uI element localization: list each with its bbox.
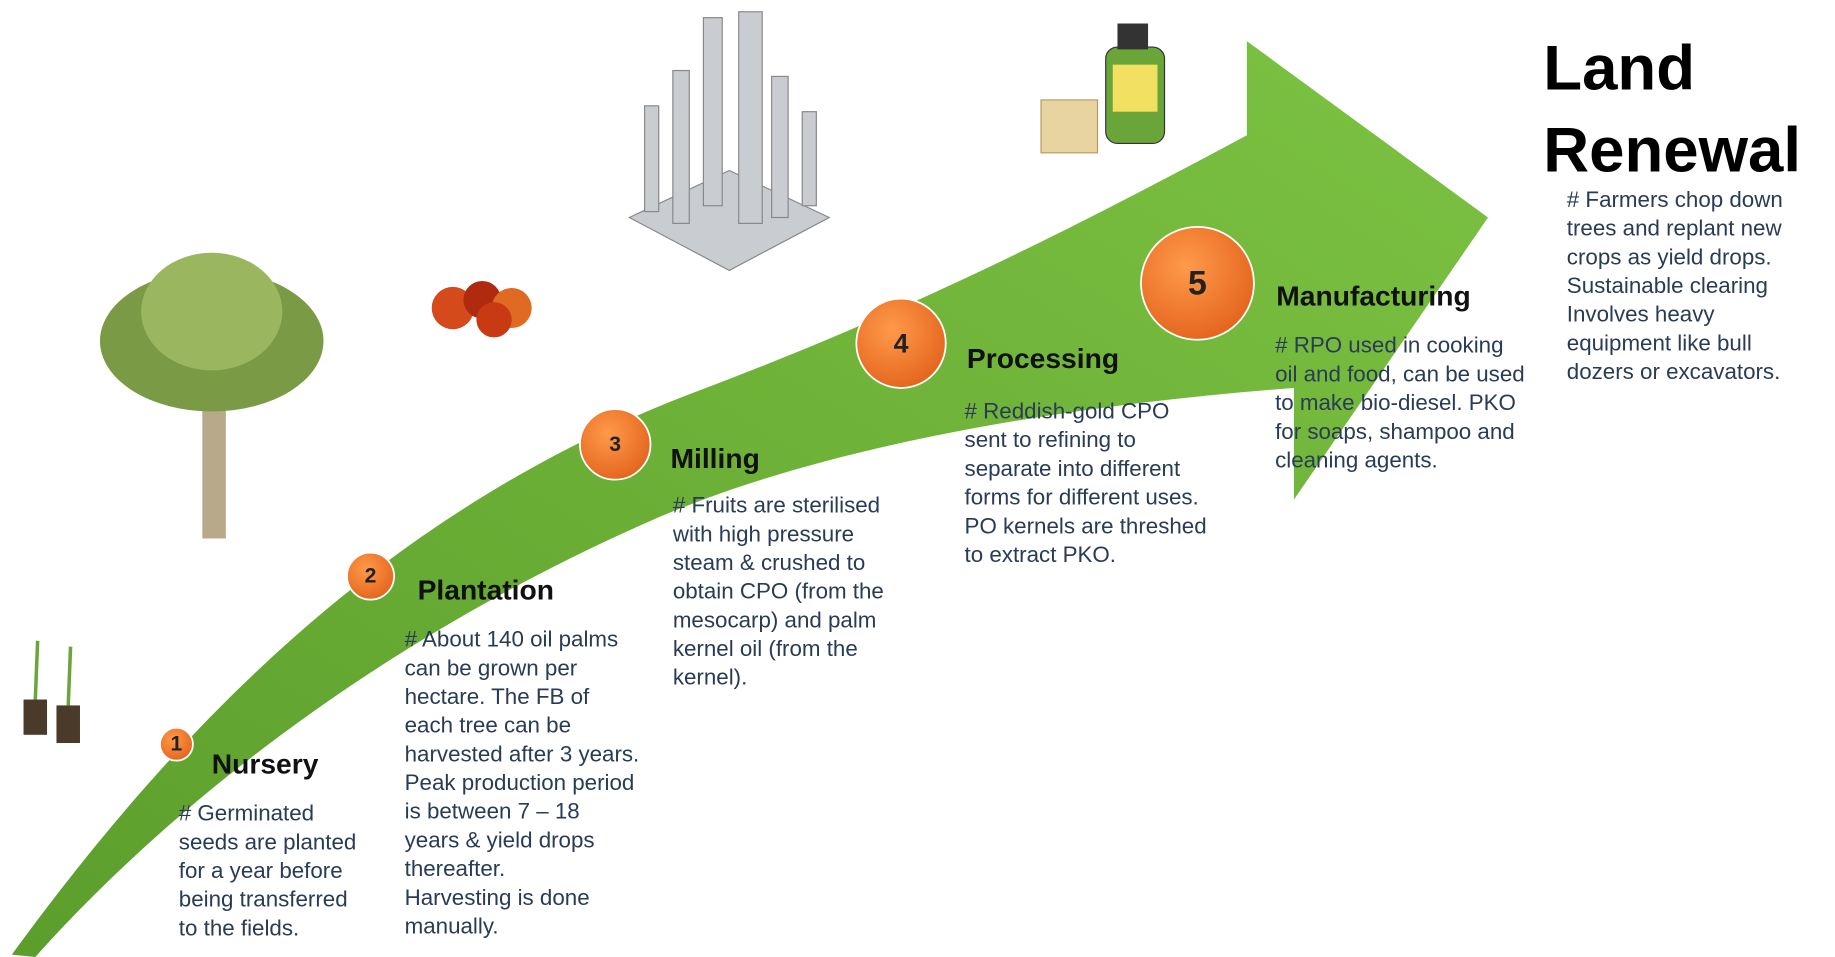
final-text: crops as yield drops. [1567,244,1772,269]
step-number: 1 [171,733,183,756]
step-number: 4 [894,328,909,358]
step-circle [1140,226,1255,341]
final-text: dozers or excavators. [1567,359,1781,384]
step-text: kernel). [673,665,747,690]
step-text: kernel oil (from the [673,636,858,661]
step-text: manually. [405,913,499,938]
step-text: hectare. The FB of [405,684,590,709]
step-text: with high pressure [672,521,854,546]
step-circle [159,726,194,762]
step-text: PO kernels are threshed [965,513,1207,538]
step-text: Peak production period [405,770,635,795]
step-text: thereafter. [405,856,506,881]
palm-tree-icon [99,252,324,539]
step-text: # Fruits are sterilised [673,493,880,518]
fruit-icon [431,280,532,338]
final-text: Involves heavy [1567,302,1716,327]
step-text: Harvesting is done [405,885,590,910]
final-text: # Farmers chop down [1567,187,1783,212]
step-number: 3 [609,433,621,456]
step-title: Manufacturing [1276,280,1470,312]
step-text: for a year before [179,858,343,883]
step-circle [855,297,947,389]
final-title: Land [1543,33,1695,103]
step-text: mesocarp) and palm [673,607,877,632]
final-text: trees and replant new [1567,216,1783,241]
step-text: is between 7 – 18 [405,799,580,824]
final-text: Sustainable clearing [1567,273,1768,298]
step-text: oil and food, can be used [1275,361,1525,386]
step-text: can be grown per [405,655,578,680]
step-text: harvested after 3 years. [405,741,640,766]
step-text: cleaning agents. [1275,447,1438,472]
step-text: # RPO used in cooking [1275,333,1503,358]
step-text: # About 140 oil palms [405,627,619,652]
step-title: Milling [670,442,759,474]
step-number: 2 [365,565,377,588]
step-text: to the fields. [179,915,299,940]
seedlings-icon [23,640,80,744]
step-title: Nursery [212,748,319,780]
refinery-icon [627,11,831,272]
final-title: Renewal [1543,116,1801,186]
step-text: obtain CPO (from the [673,579,884,604]
step-text: separate into different [965,456,1181,481]
arrow [11,41,1488,957]
step-text: seeds are planted [179,829,357,854]
step-text: years & yield drops [405,827,595,852]
step-text: steam & crushed to [673,550,865,575]
step-circle [579,408,652,481]
final-text: equipment like bull [1567,330,1752,355]
products-icon [1040,23,1166,154]
step-text: sent to refining to [965,427,1136,452]
step-text: forms for different uses. [965,485,1199,510]
step-title: Plantation [418,574,554,606]
step-circle [346,551,395,601]
step-text: each tree can be [405,713,571,738]
step-number: 5 [1188,264,1207,302]
step-text: to make bio-diesel. PKO [1275,390,1516,415]
step-title: Processing [967,342,1119,374]
step-text: # Reddish-gold CPO [965,399,1170,424]
step-text: to extract PKO. [965,542,1116,567]
step-text: being transferred [179,887,348,912]
step-text: for soaps, shampoo and [1275,419,1515,444]
step-text: # Germinated [179,801,314,826]
